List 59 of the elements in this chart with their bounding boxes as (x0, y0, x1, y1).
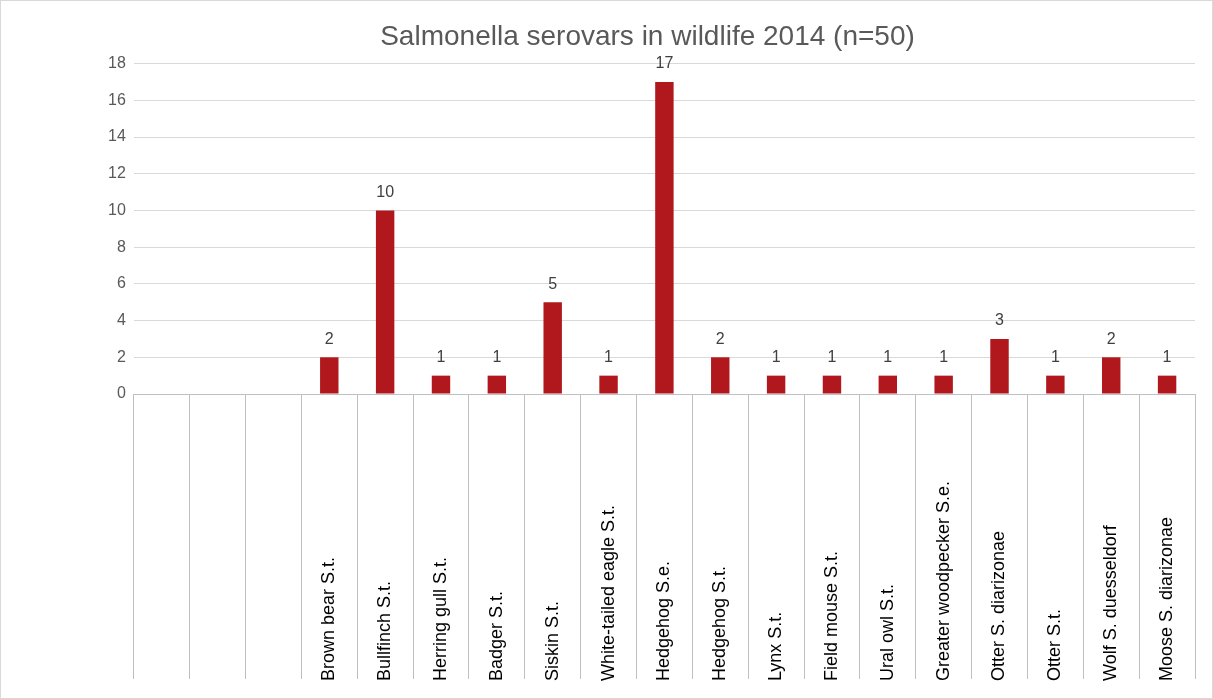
y-tick-label: 4 (116, 310, 126, 328)
data-label: 1 (827, 348, 837, 366)
y-tick-label: 2 (116, 347, 126, 365)
data-label: 1 (604, 348, 614, 366)
x-tick-label: Ural owl S.t. (876, 583, 897, 681)
data-label: 1 (492, 348, 502, 366)
bar (934, 375, 953, 394)
y-tick-label: 6 (116, 274, 126, 292)
data-label: 1 (1162, 348, 1172, 366)
data-label: 5 (548, 274, 558, 292)
data-label: 1 (939, 348, 949, 366)
data-label: 10 (376, 182, 395, 200)
x-tick-label: Greater woodpecker S.e. (932, 480, 953, 681)
y-tick-label: 8 (116, 237, 126, 255)
data-label: 3 (995, 311, 1005, 329)
x-tick-label: Hedgehog S.t. (709, 565, 730, 681)
y-tick-label: 16 (108, 90, 126, 108)
bar (655, 81, 674, 394)
y-tick-label: 0 (116, 384, 126, 402)
x-tick-label: Siskin S.t. (541, 600, 562, 681)
bar (543, 302, 562, 394)
data-label: 2 (1106, 329, 1116, 347)
bar (431, 375, 451, 394)
y-tick-label: 18 (108, 54, 126, 72)
bar (320, 357, 339, 394)
data-label: 1 (883, 348, 893, 366)
data-label: 2 (324, 329, 334, 347)
x-tick-label: Wolf S. duesseldorf (1100, 524, 1121, 681)
bar (878, 375, 898, 394)
x-tick-label: Otter S.t. (1044, 608, 1065, 681)
data-label: 1 (436, 348, 446, 366)
bar (487, 375, 507, 394)
x-tick-label: Brown bear S.t. (318, 556, 339, 681)
chart-title: Salmonella serovars in wildlife 2014 (n=50) (380, 19, 915, 51)
x-tick-label: Herring gull S.t. (429, 556, 450, 681)
data-label: 2 (715, 329, 725, 347)
x-tick-label: White-tailed eagle S.t. (597, 504, 618, 681)
bar (822, 375, 842, 394)
x-tick-label: Otter S. diarizonae (988, 530, 1009, 681)
x-tick-label: Hedgehog S.e. (653, 560, 674, 681)
bar (990, 338, 1009, 394)
bar (1046, 375, 1065, 394)
x-tick-label: Badger S.t. (485, 590, 506, 681)
y-tick-label: 14 (108, 127, 126, 145)
data-label: 1 (771, 348, 781, 366)
bar (375, 210, 395, 394)
bar (599, 375, 618, 394)
bar (1102, 357, 1121, 394)
x-tick-label: Bullfinch S.t. (374, 580, 395, 681)
y-tick-label: 12 (108, 164, 126, 182)
data-label: 1 (1050, 348, 1060, 366)
y-tick-label: 10 (108, 200, 126, 218)
bar (766, 375, 786, 394)
x-tick-label: Field mouse S.t. (820, 550, 841, 681)
data-label: 17 (655, 54, 674, 72)
x-tick-label: Moose S. diarizonae (1156, 516, 1177, 681)
bar (1157, 375, 1177, 394)
x-tick-label: Lynx S.t. (765, 611, 786, 681)
bar (711, 357, 730, 394)
